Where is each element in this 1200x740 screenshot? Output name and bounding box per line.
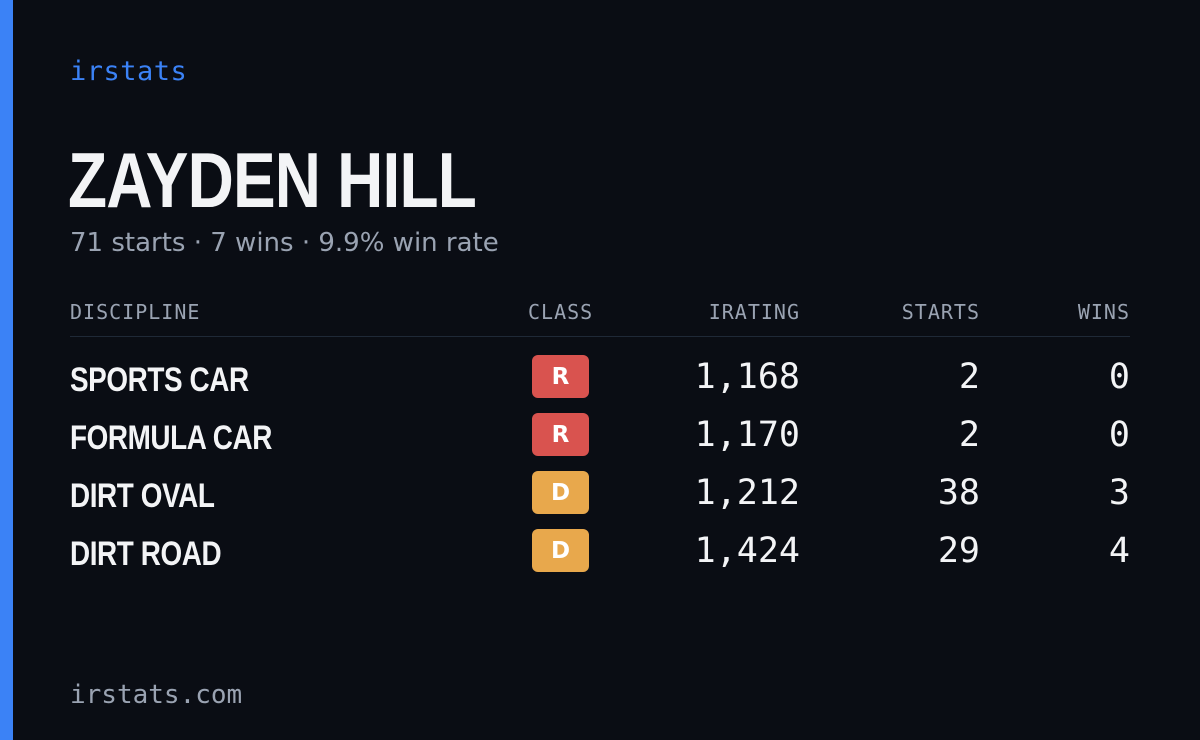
table-body: SPORTS CAR R 1,168 2 0 FORMULA CAR R 1,1… [70, 337, 1130, 585]
class-badge: R [532, 413, 589, 456]
header-class: CLASS [528, 300, 594, 324]
wins-value: 4 [1108, 531, 1130, 571]
discipline-name: DIRT OVAL [70, 477, 215, 515]
class-badge: D [532, 529, 589, 572]
table-row: SPORTS CAR R 1,168 2 0 [70, 353, 1130, 411]
class-badge: R [532, 355, 589, 398]
footer-url[interactable]: irstats.com [70, 680, 243, 710]
irating-value: 1,424 [694, 531, 800, 571]
discipline-name: DIRT ROAD [70, 535, 222, 573]
stats-table: DISCIPLINE CLASS IRATING STARTS WINS SPO… [70, 300, 1130, 585]
table-row: FORMULA CAR R 1,170 2 0 [70, 411, 1130, 469]
header-irating: IRATING [708, 300, 800, 324]
header-wins: WINS [1077, 300, 1130, 324]
accent-bar [0, 0, 13, 740]
driver-summary: 71 starts · 7 wins · 9.9% win rate [70, 228, 499, 258]
starts-value: 2 [958, 357, 980, 397]
starts-value: 2 [958, 415, 980, 455]
discipline-name: SPORTS CAR [70, 361, 249, 399]
header-discipline: DISCIPLINE [70, 300, 201, 324]
header-starts: STARTS [901, 300, 980, 324]
class-badge: D [532, 471, 589, 514]
table-header: DISCIPLINE CLASS IRATING STARTS WINS [70, 300, 1130, 337]
irating-value: 1,212 [694, 473, 800, 513]
driver-name: ZAYDEN HILL [68, 136, 477, 224]
wins-value: 3 [1108, 473, 1130, 513]
discipline-name: FORMULA CAR [70, 419, 272, 457]
irating-value: 1,170 [694, 415, 800, 455]
starts-value: 29 [937, 531, 980, 571]
table-row: DIRT OVAL D 1,212 38 3 [70, 469, 1130, 527]
starts-value: 38 [937, 473, 980, 513]
wins-value: 0 [1108, 357, 1130, 397]
brand-logo: irstats [70, 56, 188, 87]
irating-value: 1,168 [694, 357, 800, 397]
table-row: DIRT ROAD D 1,424 29 4 [70, 527, 1130, 585]
wins-value: 0 [1108, 415, 1130, 455]
